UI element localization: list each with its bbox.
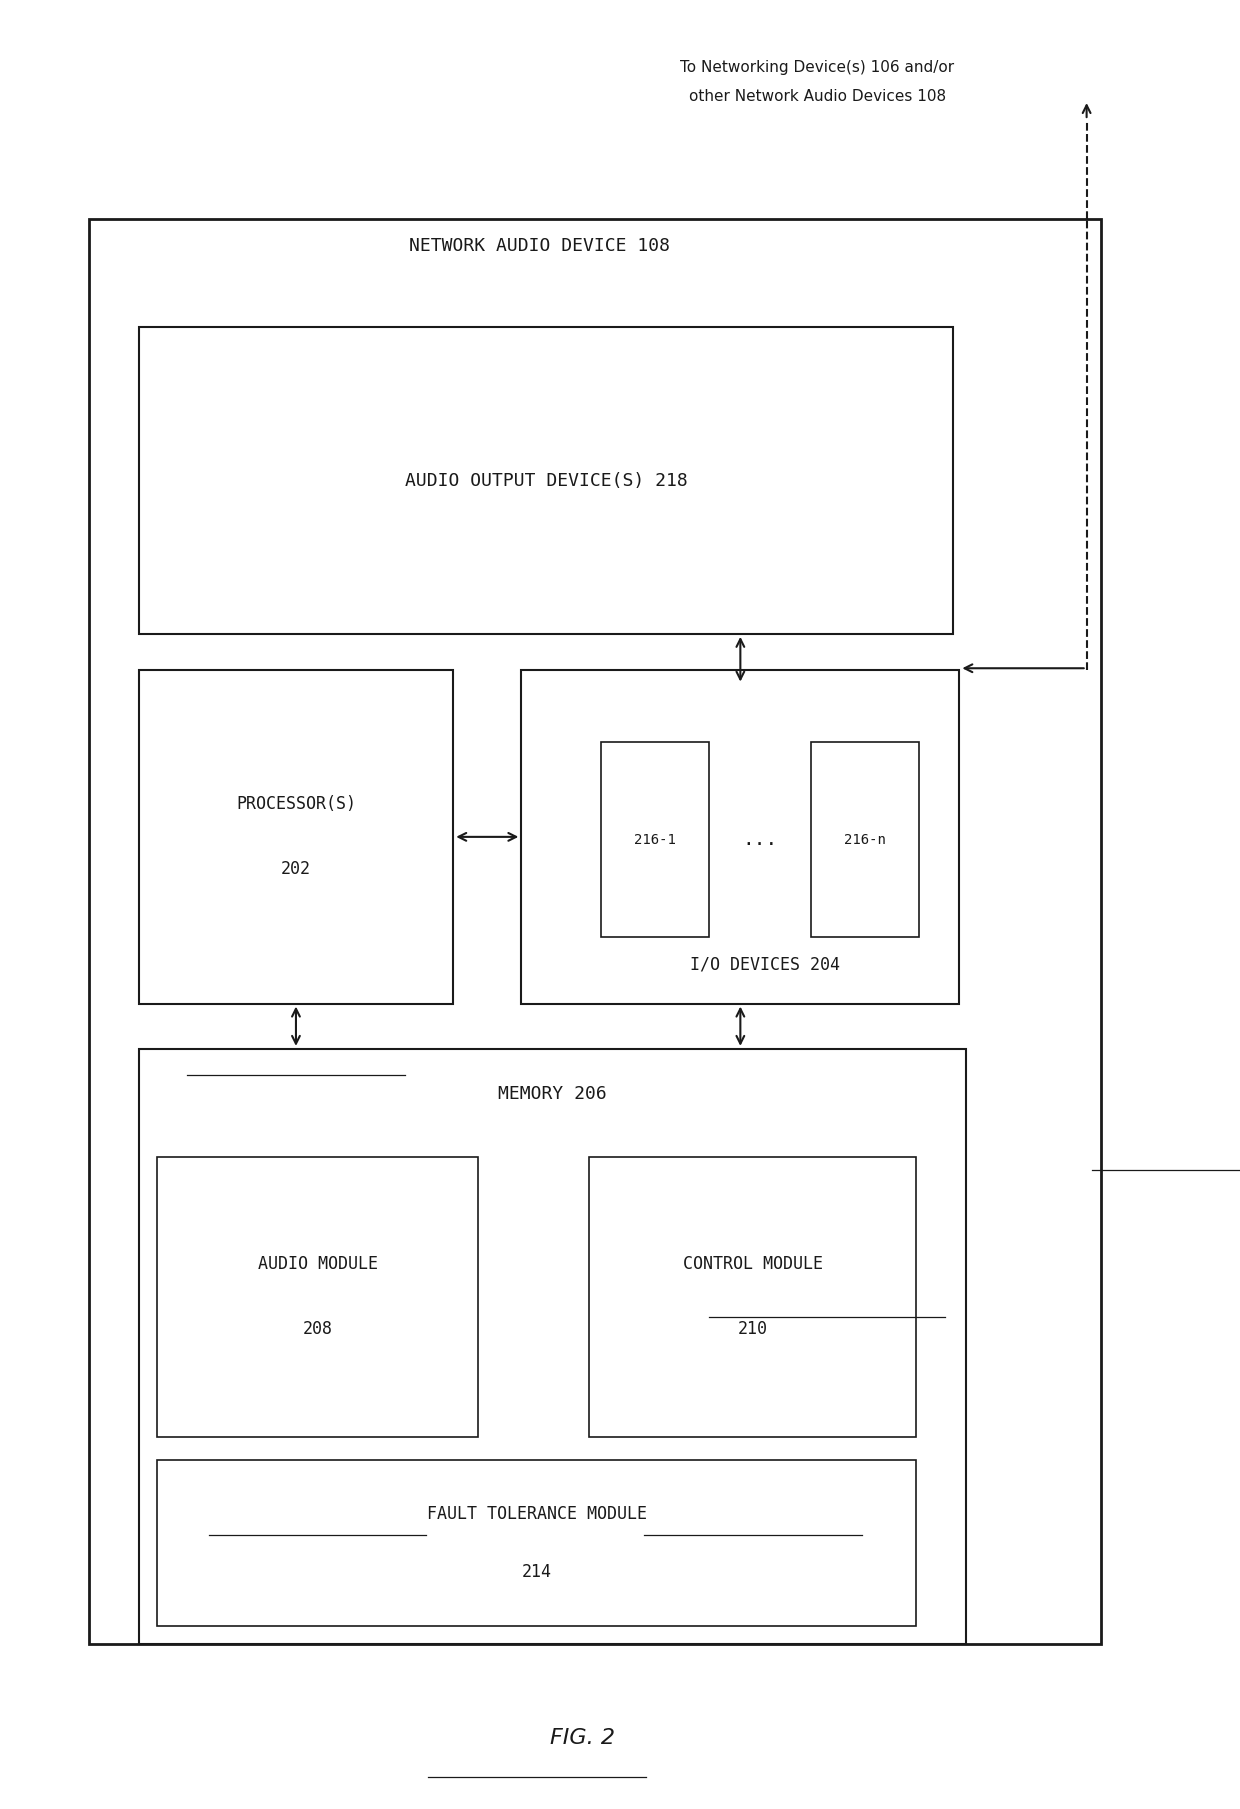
Text: 210: 210 [738,1321,768,1339]
Text: CONTROL MODULE: CONTROL MODULE [683,1255,822,1274]
Text: 216-1: 216-1 [634,832,676,847]
Bar [157,1158,479,1436]
Text: PROCESSOR(S): PROCESSOR(S) [236,796,356,814]
Text: NETWORK AUDIO DEVICE 108: NETWORK AUDIO DEVICE 108 [409,237,671,255]
Text: AUDIO OUTPUT DEVICE(S) 218: AUDIO OUTPUT DEVICE(S) 218 [404,472,687,490]
Bar [601,742,709,937]
Bar [89,219,1101,1644]
Bar [521,669,960,1004]
Bar [811,742,919,937]
Bar [139,669,454,1004]
Text: FIG. 2: FIG. 2 [551,1728,615,1747]
Text: ...: ... [743,830,777,848]
Text: I/O DEVICES 204: I/O DEVICES 204 [689,955,839,973]
Text: 216-n: 216-n [844,832,885,847]
Text: 202: 202 [281,861,311,879]
Text: MEMORY 206: MEMORY 206 [497,1085,606,1103]
Text: FAULT TOLERANCE MODULE: FAULT TOLERANCE MODULE [427,1505,647,1523]
Text: To Networking Device(s) 106 and/or: To Networking Device(s) 106 and/or [681,60,955,76]
Text: AUDIO MODULE: AUDIO MODULE [258,1255,377,1274]
Bar [139,327,954,633]
Text: 214: 214 [522,1563,552,1581]
Bar [157,1460,916,1626]
Text: 208: 208 [303,1321,332,1339]
Bar [589,1158,916,1436]
Text: other Network Audio Devices 108: other Network Audio Devices 108 [689,89,946,105]
Bar [139,1049,966,1644]
